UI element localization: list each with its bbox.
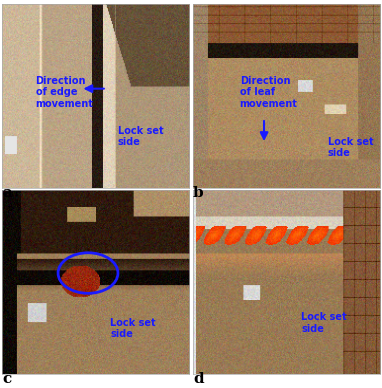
Text: Direction
of leaf
movement: Direction of leaf movement — [240, 76, 298, 109]
Text: Lock set
side: Lock set side — [110, 317, 156, 339]
Text: Lock set
side: Lock set side — [301, 312, 347, 334]
Text: Lock set
side: Lock set side — [118, 126, 163, 147]
Text: a: a — [2, 186, 12, 200]
Text: d: d — [193, 372, 204, 386]
Text: Lock set
side: Lock set side — [328, 137, 373, 158]
Text: c: c — [2, 372, 11, 386]
Text: Direction
of edge
movement: Direction of edge movement — [36, 76, 94, 109]
Text: b: b — [193, 186, 204, 200]
